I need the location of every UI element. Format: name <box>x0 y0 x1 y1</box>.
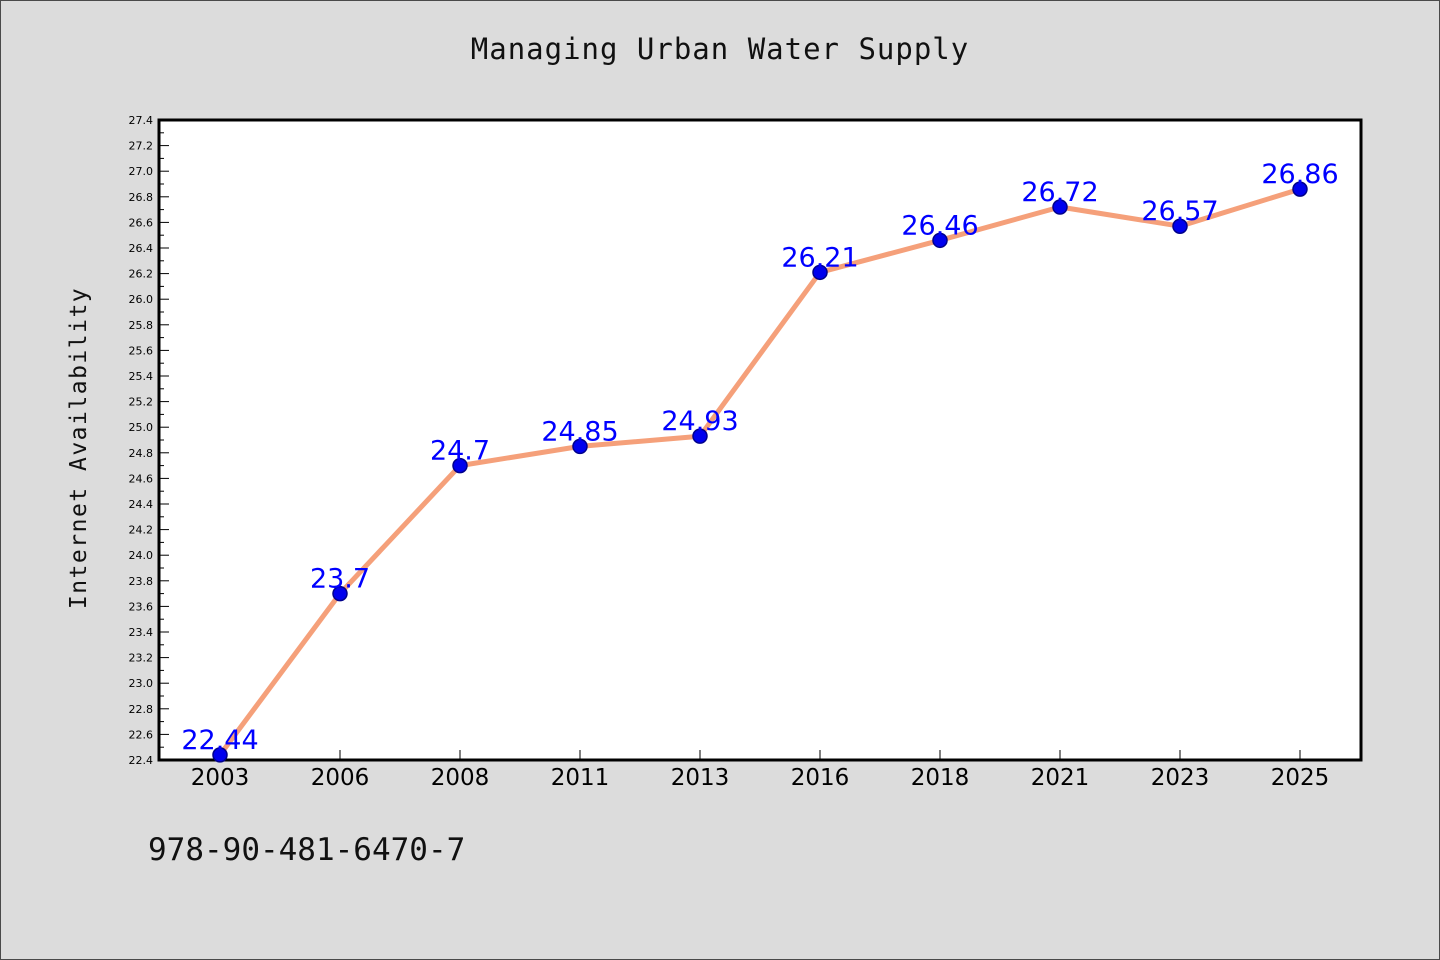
y-tick-label: 26.6 <box>129 216 154 229</box>
y-tick-label: 22.6 <box>129 728 154 741</box>
y-tick-label: 23.4 <box>129 626 154 639</box>
y-tick-label: 26.2 <box>129 268 154 281</box>
x-axis: 2003 2006 2008 2011 2013 2016 2018 2021 2023 2025 <box>191 750 1330 791</box>
x-tick-label: 2008 <box>431 765 490 791</box>
y-tick-label: 24.4 <box>129 498 154 511</box>
data-point <box>692 428 708 444</box>
y-tick-label: 25.2 <box>129 396 154 409</box>
y-tick-label: 23.2 <box>129 652 154 665</box>
data-point <box>332 585 348 602</box>
y-tick-label: 22.4 <box>129 754 154 767</box>
footer-code: 978-90-481-6470-7 <box>148 832 466 868</box>
y-tick-label: 25.0 <box>129 421 154 434</box>
data-point <box>1292 181 1308 197</box>
y-tick-label: 25.8 <box>129 319 154 332</box>
y-tick-label: 24.6 <box>129 472 154 485</box>
plot-area <box>157 118 1363 762</box>
data-point <box>572 438 588 455</box>
x-tick-label: 2018 <box>911 765 970 791</box>
x-tick-label: 2016 <box>791 765 850 791</box>
data-labels: 22.44 23.7 24.7 24.85 24.93 26.21 26.46 26.72 26… <box>181 159 1338 756</box>
data-label: 24.85 <box>541 416 618 447</box>
data-label: 23.7 <box>310 564 370 595</box>
y-tick-label: 27.2 <box>129 140 154 153</box>
x-tick-label: 2025 <box>1271 765 1330 791</box>
data-label: 26.46 <box>901 210 978 241</box>
data-label: 22.44 <box>181 725 258 756</box>
chart-title: Managing Urban Water Supply <box>470 32 970 66</box>
x-tick-label: 2011 <box>551 765 610 791</box>
y-tick-label: 25.6 <box>129 344 154 357</box>
y-tick-label: 23.8 <box>129 575 154 588</box>
y-tick-label: 24.8 <box>129 447 154 460</box>
x-tick-label: 2021 <box>1031 765 1090 791</box>
y-tick-label: 24.2 <box>129 524 154 537</box>
y-tick-label: 25.4 <box>129 370 154 383</box>
y-axis-label: Internet Availability <box>66 287 92 609</box>
y-axis: 22.4 22.6 22.8 23.0 23.2 23.4 23.6 23.8 24.0 24.2… <box>129 114 169 767</box>
data-point <box>1172 218 1188 234</box>
data-label: 26.21 <box>781 242 858 273</box>
y-tick-label: 23.0 <box>129 677 154 690</box>
data-point <box>932 232 948 249</box>
data-label: 24.93 <box>661 406 738 437</box>
y-tick-label: 22.8 <box>129 703 154 716</box>
y-tick-label: 24.0 <box>129 549 154 562</box>
x-tick-label: 2013 <box>671 765 730 791</box>
data-point <box>1052 199 1068 215</box>
x-tick-label: 2023 <box>1151 765 1210 791</box>
data-label: 24.7 <box>430 436 490 467</box>
data-point <box>452 457 468 474</box>
data-point <box>812 264 828 281</box>
data-label: 26.57 <box>1141 196 1218 227</box>
y-tick-label: 26.0 <box>129 293 154 306</box>
x-tick-label: 2003 <box>191 765 250 791</box>
y-tick-label: 26.8 <box>129 191 154 204</box>
series-markers <box>212 181 1308 763</box>
data-label: 26.86 <box>1261 159 1338 190</box>
y-tick-label: 26.4 <box>129 242 154 255</box>
series-line <box>217 186 1301 757</box>
data-point <box>212 747 228 763</box>
y-tick-label: 23.6 <box>129 600 154 613</box>
data-label: 26.72 <box>1021 177 1098 208</box>
y-tick-label: 27.0 <box>129 165 154 178</box>
x-tick-label: 2006 <box>311 765 370 791</box>
y-tick-label: 27.4 <box>129 114 154 127</box>
